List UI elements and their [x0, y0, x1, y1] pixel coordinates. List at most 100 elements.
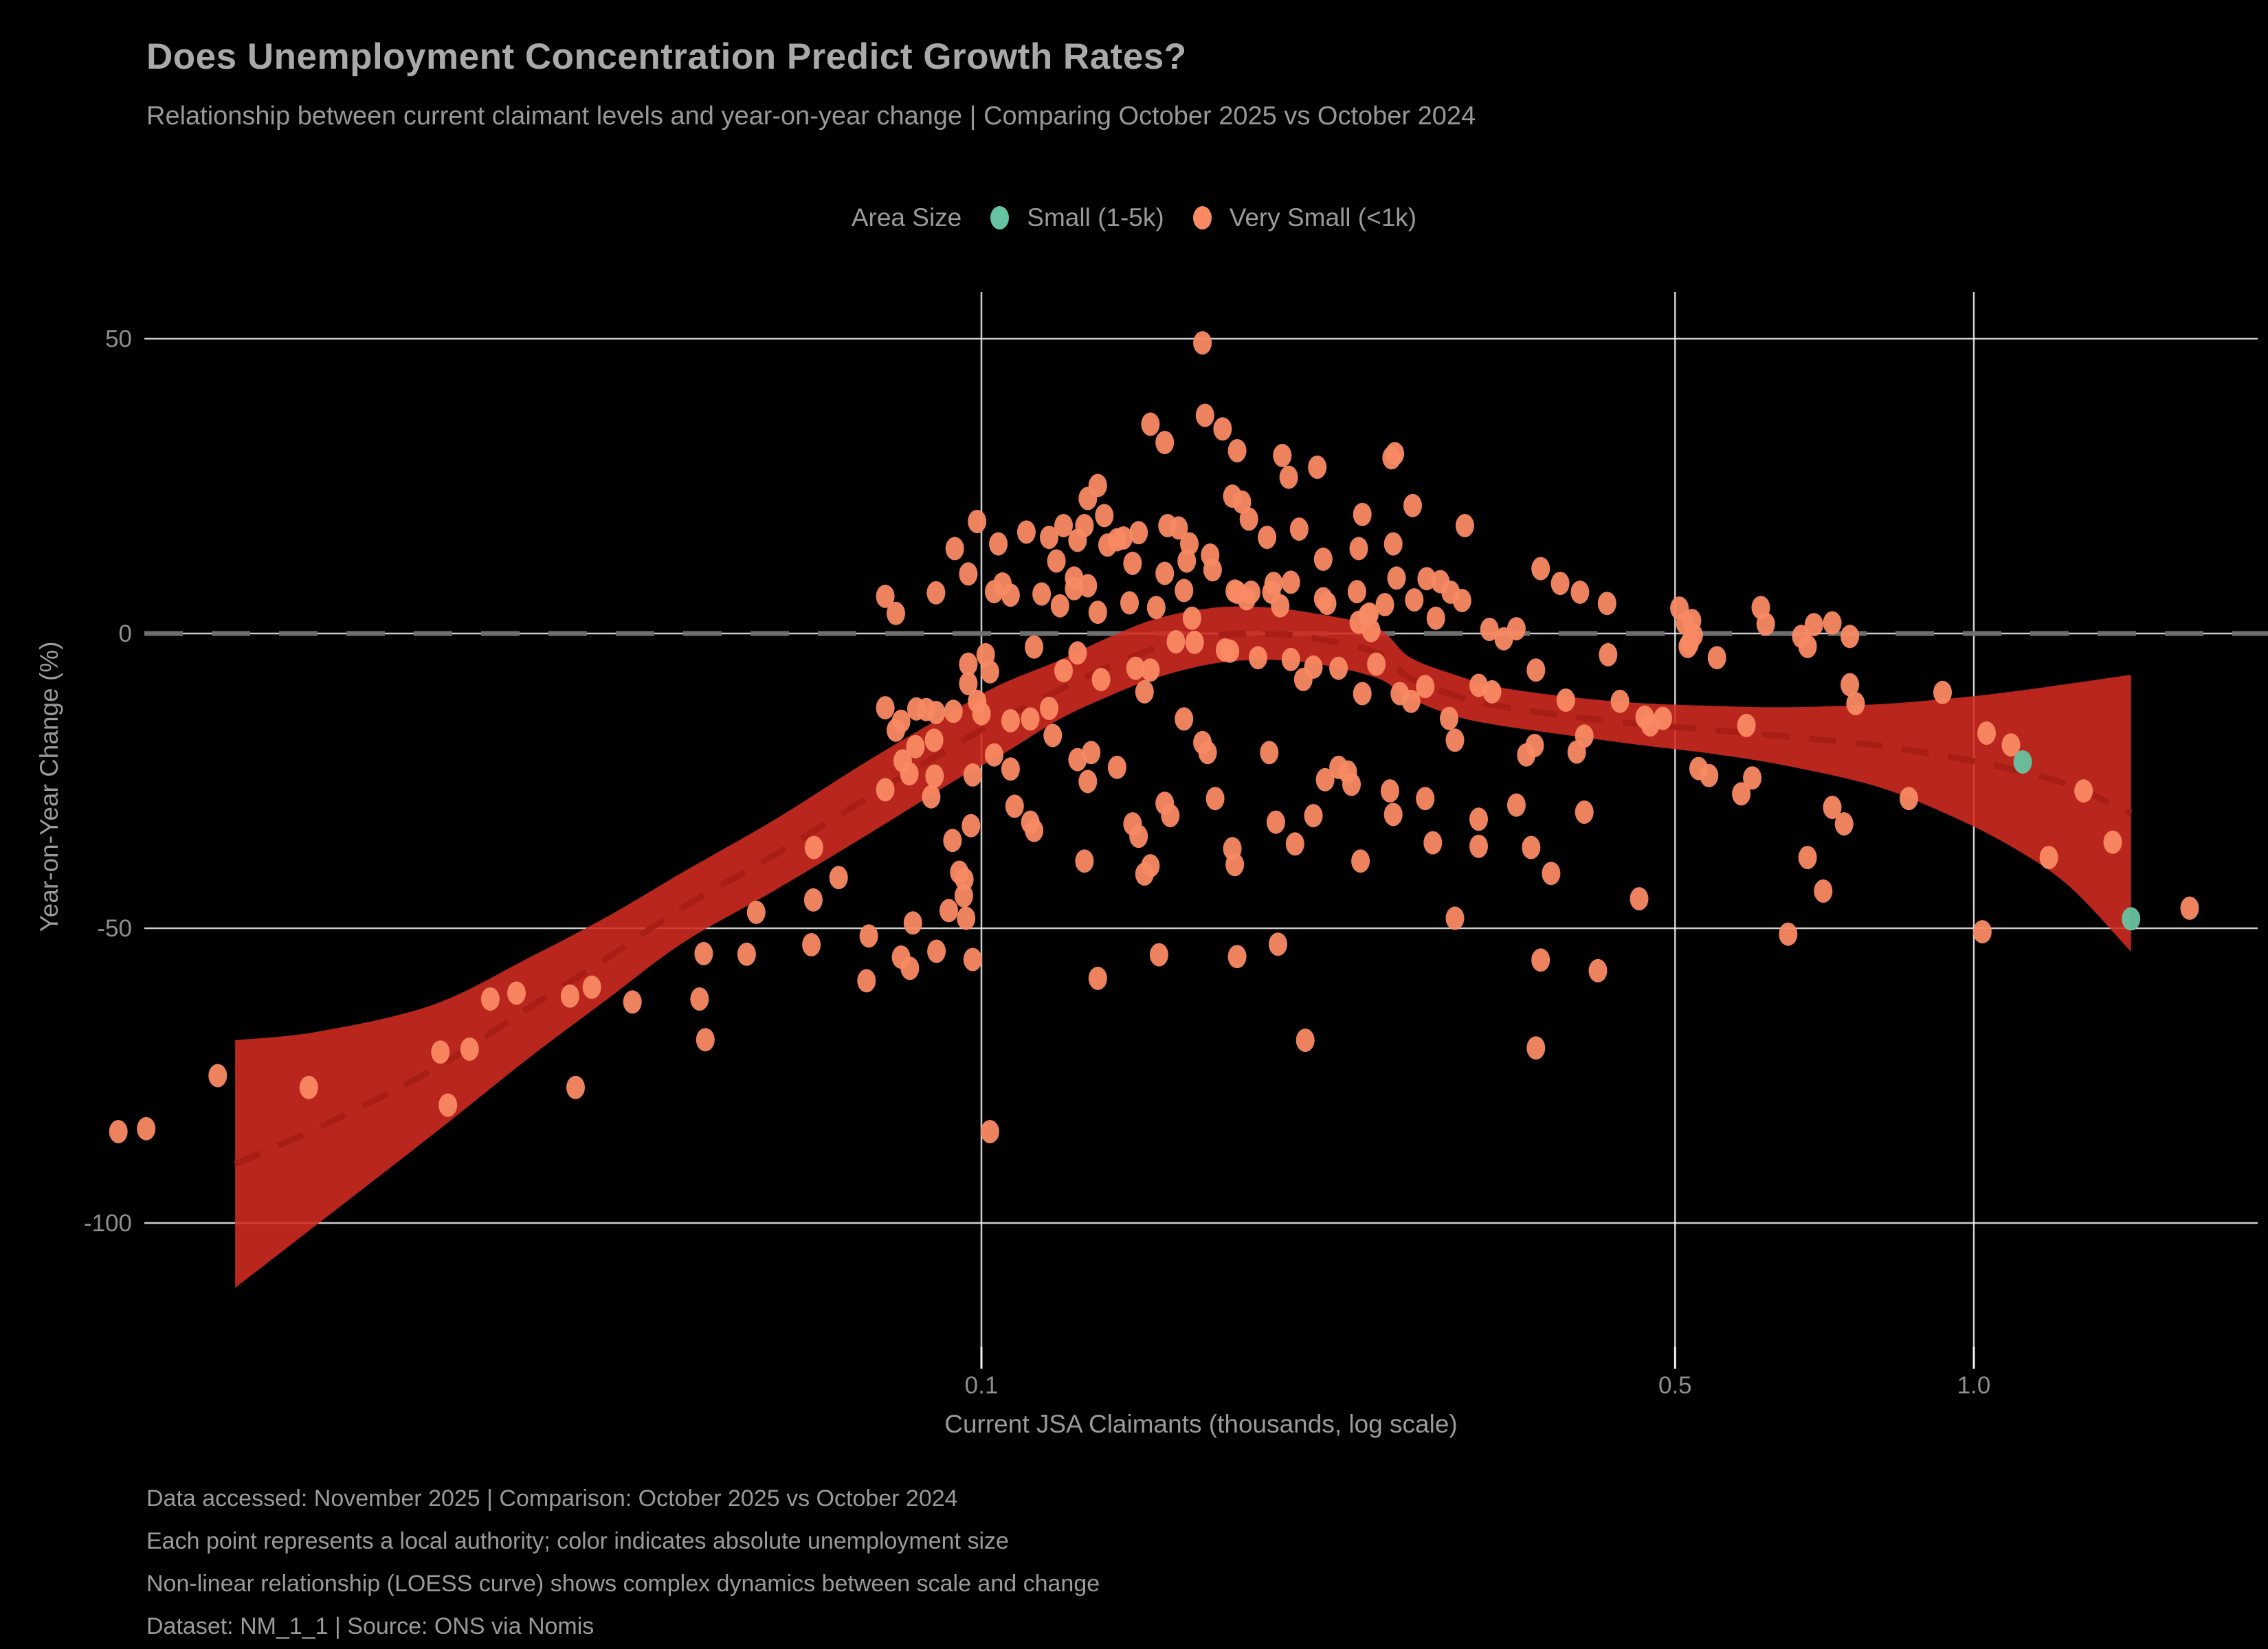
data-point: [927, 939, 946, 963]
data-point: [1405, 588, 1424, 612]
data-point: [1542, 862, 1561, 886]
data-point: [1507, 793, 1526, 817]
data-point: [1001, 709, 1020, 732]
data-point: [1353, 502, 1372, 526]
data-point: [1260, 741, 1279, 765]
data-point: [950, 860, 969, 884]
data-point: [208, 1064, 227, 1088]
data-point: [1169, 516, 1188, 540]
legend-item-label: Very Small (<1k): [1229, 203, 1417, 232]
data-point: [1025, 635, 1044, 659]
data-point: [891, 709, 911, 733]
data-point: [1021, 707, 1040, 731]
data-point: [985, 743, 1003, 767]
data-point: [1155, 431, 1175, 454]
data-point: [1279, 465, 1298, 489]
y-tick-label: -100: [84, 1210, 132, 1237]
data-point: [1001, 583, 1020, 607]
data-point: [1526, 1036, 1546, 1060]
data-point: [1445, 906, 1465, 930]
data-point: [1129, 824, 1148, 849]
data-point: [1269, 932, 1287, 956]
data-point: [1349, 537, 1368, 561]
data-point: [1798, 634, 1817, 658]
footer-line: Non-linear relationship (LOESS curve) sh…: [146, 1571, 1100, 1597]
data-point: [1078, 770, 1098, 794]
data-point: [900, 956, 920, 980]
data-point: [1680, 631, 1699, 655]
data-point: [1588, 958, 1608, 983]
data-point: [1841, 625, 1860, 649]
legend-item-small: Small (1-5k): [990, 203, 1164, 232]
data-point: [943, 829, 962, 853]
data-point: [959, 562, 978, 586]
data-point: [1455, 514, 1474, 537]
data-point: [1135, 680, 1154, 704]
data-point: [1078, 574, 1098, 598]
data-point: [940, 899, 958, 923]
data-point: [1977, 721, 1996, 745]
data-point: [1610, 689, 1630, 713]
data-point: [980, 1120, 999, 1143]
data-point: [1846, 692, 1865, 716]
data-point: [1107, 755, 1126, 779]
data-point: [1630, 887, 1649, 911]
y-axis-label: Year-on-Year Change (%): [35, 641, 63, 932]
data-point: [1756, 612, 1775, 636]
data-point: [1700, 763, 1719, 787]
data-point: [1383, 803, 1403, 827]
data-point: [737, 942, 756, 966]
x-tick-label: 1.0: [1957, 1372, 1991, 1399]
data-point: [963, 763, 982, 787]
page-title: Does Unemployment Concentration Predict …: [146, 36, 1187, 77]
data-point: [1804, 613, 1823, 637]
data-point: [2122, 907, 2141, 931]
data-point: [1146, 596, 1166, 620]
data-point: [2039, 846, 2058, 869]
data-point: [1480, 618, 1499, 641]
data-point: [1123, 551, 1142, 575]
data-point: [109, 1120, 128, 1143]
data-point: [507, 981, 526, 1005]
data-point: [1823, 611, 1842, 635]
data-point: [954, 884, 973, 908]
data-point: [1180, 532, 1199, 556]
data-point: [1005, 794, 1024, 818]
data-point: [803, 888, 823, 912]
data-point: [1221, 639, 1240, 663]
data-point: [1318, 592, 1337, 616]
data-point: [1353, 682, 1372, 706]
legend-item-label: Small (1-5k): [1027, 203, 1164, 232]
data-point: [1088, 601, 1107, 625]
data-point: [1032, 582, 1052, 606]
data-point: [1047, 549, 1066, 573]
data-point: [1315, 767, 1335, 792]
data-point: [1075, 514, 1094, 537]
data-point: [1599, 642, 1618, 666]
data-point: [1258, 526, 1277, 550]
data-point: [876, 778, 895, 802]
data-point: [1361, 618, 1381, 642]
data-point: [944, 699, 963, 723]
data-point: [1834, 812, 1854, 836]
data-point: [1445, 728, 1465, 752]
data-point: [1737, 713, 1756, 737]
data-point: [1040, 526, 1058, 550]
data-point: [1654, 706, 1672, 730]
data-point: [1050, 594, 1069, 618]
data-point: [1161, 804, 1180, 828]
data-point: [1342, 772, 1361, 796]
data-point: [1387, 566, 1406, 590]
data-point: [802, 933, 821, 956]
data-point: [1273, 443, 1292, 467]
data-point: [1933, 680, 1952, 704]
data-point: [1494, 627, 1513, 651]
data-point: [1375, 593, 1394, 616]
data-point: [1175, 579, 1194, 603]
data-point: [1423, 831, 1443, 855]
data-point: [961, 814, 981, 838]
data-point: [1264, 572, 1283, 596]
data-point: [623, 990, 642, 1014]
data-point: [1149, 943, 1168, 967]
